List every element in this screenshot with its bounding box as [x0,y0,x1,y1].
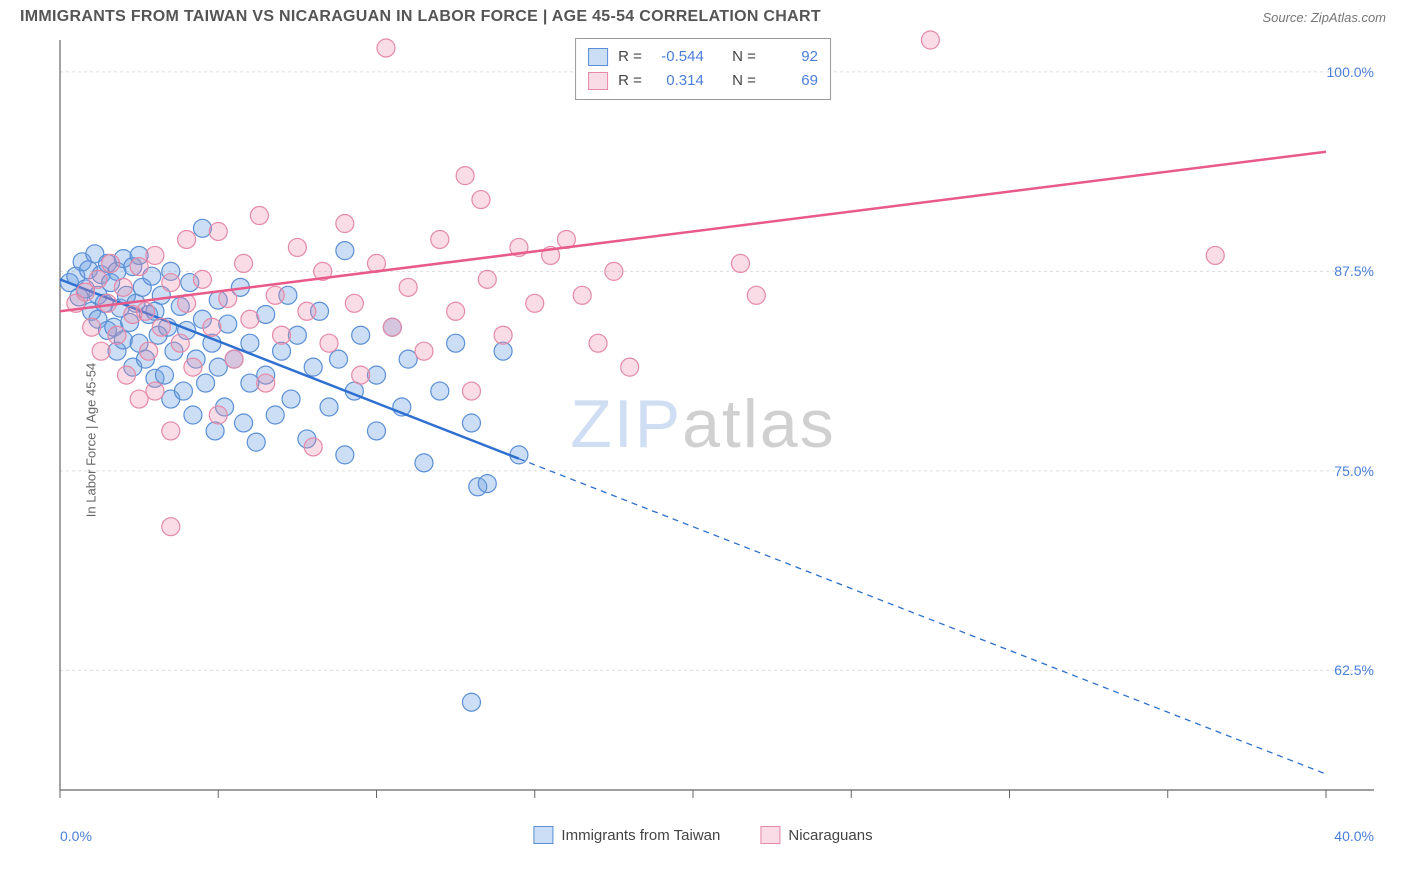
y-tick-label: 100.0% [1327,64,1374,80]
correlation-stats-box: R = -0.544 N = 92 R = 0.314 N = 69 [575,38,831,100]
n-value-nicaragua: 69 [766,69,818,93]
chart-title: IMMIGRANTS FROM TAIWAN VS NICARAGUAN IN … [20,8,821,26]
x-axis-max-label: 40.0% [1334,828,1374,844]
y-tick-label: 62.5% [1334,662,1374,678]
legend-swatch-nicaragua [760,826,780,844]
r-value-taiwan: -0.544 [652,45,704,69]
n-label: N = [732,69,756,93]
r-value-nicaragua: 0.314 [652,69,704,93]
n-value-taiwan: 92 [766,45,818,69]
stats-row-taiwan: R = -0.544 N = 92 [588,45,818,69]
legend-item-taiwan: Immigrants from Taiwan [533,826,720,844]
x-axis-min-label: 0.0% [60,828,92,844]
r-label: R = [618,45,642,69]
legend-label-taiwan: Immigrants from Taiwan [561,827,720,844]
swatch-nicaragua [588,72,608,90]
y-tick-label: 75.0% [1334,463,1374,479]
y-tick-label: 87.5% [1334,263,1374,279]
series-legend: Immigrants from Taiwan Nicaraguans [533,826,872,844]
r-label: R = [618,69,642,93]
scatter-chart [20,30,1386,850]
stats-row-nicaragua: R = 0.314 N = 69 [588,69,818,93]
source-attribution: Source: ZipAtlas.com [1262,10,1386,25]
legend-label-nicaragua: Nicaraguans [788,827,872,844]
chart-container: In Labor Force | Age 45-54 ZIPatlas R =-… [20,30,1386,850]
n-label: N = [732,45,756,69]
legend-swatch-taiwan [533,826,553,844]
legend-item-nicaragua: Nicaraguans [760,826,872,844]
swatch-taiwan [588,48,608,66]
